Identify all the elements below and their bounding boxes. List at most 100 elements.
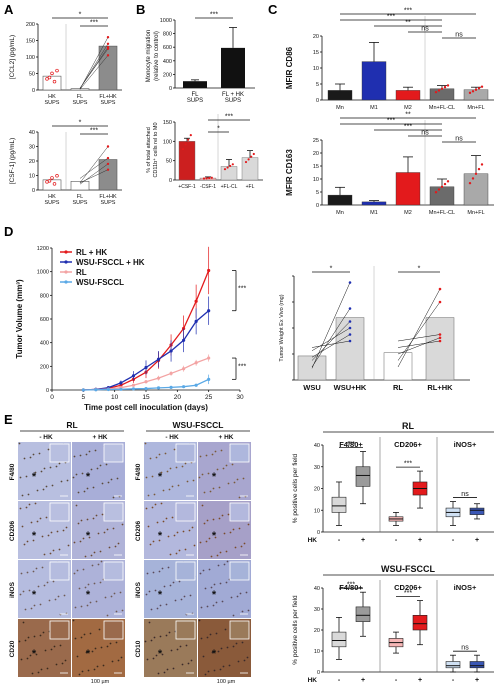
e-wsu-texture bbox=[162, 520, 165, 523]
e-wsu-texture bbox=[150, 639, 153, 642]
a-bottom-hk-point bbox=[47, 179, 52, 183]
d-y-tick-label: 1000 bbox=[37, 270, 49, 276]
e-wsu-texture bbox=[205, 540, 208, 543]
d-point bbox=[156, 376, 161, 380]
e-rl-texture bbox=[27, 493, 30, 496]
b-bot-y-tick-label: 0 bbox=[169, 178, 172, 184]
e-rl-texture bbox=[44, 649, 47, 652]
c-top-sig-label: ** bbox=[405, 20, 411, 27]
a-bottom-hk-point bbox=[55, 174, 59, 178]
e-wsu-asterisk: * bbox=[212, 589, 217, 601]
dx-wsu-pair bbox=[311, 321, 351, 361]
c-top-point bbox=[437, 89, 441, 92]
e-rl-texture bbox=[23, 457, 26, 460]
e-wsu-asterisk: * bbox=[212, 648, 217, 660]
e-rl-texture bbox=[42, 488, 45, 491]
e-wsu-texture bbox=[232, 614, 235, 617]
d-y-tick-label: 1200 bbox=[37, 246, 49, 252]
e-wsu-texture bbox=[149, 457, 152, 460]
e-rl-texture bbox=[39, 603, 42, 606]
e-rl-texture bbox=[33, 635, 36, 638]
e-wsu-texture bbox=[153, 493, 156, 496]
dx-rl-pair bbox=[397, 334, 441, 342]
a-bottom-hk-point bbox=[52, 182, 57, 186]
c-top-category-label: Mn+FL bbox=[467, 105, 484, 111]
a-bottom-category-label: SUPS bbox=[101, 200, 116, 206]
e-wsu-texture bbox=[184, 462, 187, 465]
e-box-rl-group-label: F4/80+ bbox=[339, 440, 363, 449]
e-wsu-texture bbox=[158, 570, 161, 573]
panel-e: RL - HK + HK F4/80 * * CD206 * * iNOS * * CD20 * * 100 … bbox=[9, 420, 494, 685]
b-bot-point bbox=[247, 158, 250, 161]
a-bottom-category-label: FL bbox=[77, 194, 83, 200]
e-box-rl-y-tick-label: 30 bbox=[314, 465, 320, 471]
e-wsu-texture bbox=[160, 471, 163, 474]
e-rl-texture bbox=[89, 601, 92, 604]
e-rl-texture bbox=[78, 587, 81, 590]
e-rl-texture bbox=[39, 634, 42, 637]
e-wsu-texture bbox=[215, 601, 218, 604]
c-bottom-category-label: Mn+FL-CL bbox=[429, 210, 455, 216]
c-bottom-point bbox=[446, 180, 450, 183]
d-point bbox=[119, 387, 123, 391]
a-bottom-sig-label: * bbox=[79, 120, 82, 127]
e-wsu-col-plus: + HK bbox=[219, 434, 234, 441]
e-rl-texture bbox=[64, 659, 67, 662]
e-rl-texture bbox=[115, 610, 118, 613]
c-top-y-tick-label: 0 bbox=[316, 98, 319, 104]
b-bot-point bbox=[250, 155, 253, 158]
e-wsu-asterisk: * bbox=[158, 530, 163, 542]
d-point bbox=[156, 357, 161, 361]
e-rl-texture bbox=[119, 591, 122, 594]
e-rl-texture bbox=[96, 467, 99, 470]
c-bottom-point bbox=[480, 163, 484, 166]
e-wsu-texture bbox=[201, 473, 204, 476]
dx-rl-point bbox=[438, 287, 442, 291]
e-rl-texture bbox=[113, 592, 116, 595]
e-rl-inset bbox=[49, 502, 70, 522]
d-point bbox=[81, 388, 85, 392]
d-legend-label: WSU-FSCCL bbox=[76, 278, 124, 287]
dx-rl-pair bbox=[397, 340, 441, 348]
e-rl-texture bbox=[29, 654, 32, 657]
e-rl-texture bbox=[97, 532, 100, 535]
e-wsu-texture bbox=[180, 598, 183, 601]
e-box-rl-hk-sign: + bbox=[361, 537, 365, 544]
a-bottom-pair-point bbox=[106, 162, 110, 166]
c-top-bar bbox=[429, 88, 455, 101]
b-bot-point bbox=[252, 152, 255, 156]
e-wsu-texture bbox=[190, 659, 193, 662]
e-rl-texture bbox=[80, 605, 83, 608]
e-wsu-texture bbox=[189, 594, 192, 597]
b-bot-point bbox=[210, 176, 213, 179]
e-rl-texture bbox=[65, 526, 68, 529]
e-wsu-texture bbox=[192, 479, 195, 482]
e-wsu-texture bbox=[220, 449, 223, 452]
e-rl-texture bbox=[28, 589, 31, 592]
e-wsu-texture bbox=[225, 464, 228, 467]
e-rl-texture bbox=[75, 504, 78, 507]
e-box-rl-sig-label: ns bbox=[461, 491, 469, 498]
d-x-tick-label: 15 bbox=[142, 394, 150, 401]
e-rl-texture bbox=[99, 581, 102, 584]
e-rl-texture bbox=[26, 657, 29, 660]
c-top-bar bbox=[463, 89, 489, 101]
e-wsu-texture bbox=[218, 486, 221, 489]
c-bottom-point bbox=[474, 172, 478, 175]
c-top-bar bbox=[361, 61, 387, 101]
e-wsu-texture bbox=[207, 472, 210, 475]
e-wsu-texture bbox=[206, 519, 209, 522]
c-bottom-bar bbox=[361, 201, 387, 206]
e-rl-texture bbox=[107, 481, 110, 484]
d-point bbox=[106, 387, 110, 392]
b-top-y-tick-label: 400 bbox=[163, 59, 172, 65]
d-x-tick-label: 0 bbox=[50, 394, 54, 401]
d-point bbox=[182, 338, 186, 342]
e-wsu-row-label: F4/80 bbox=[135, 463, 142, 480]
e-wsu-texture bbox=[177, 484, 180, 487]
a-bottom-pair-line bbox=[79, 146, 109, 183]
e-rl-texture bbox=[56, 530, 59, 533]
b-bot-sig-label: * bbox=[217, 126, 220, 133]
